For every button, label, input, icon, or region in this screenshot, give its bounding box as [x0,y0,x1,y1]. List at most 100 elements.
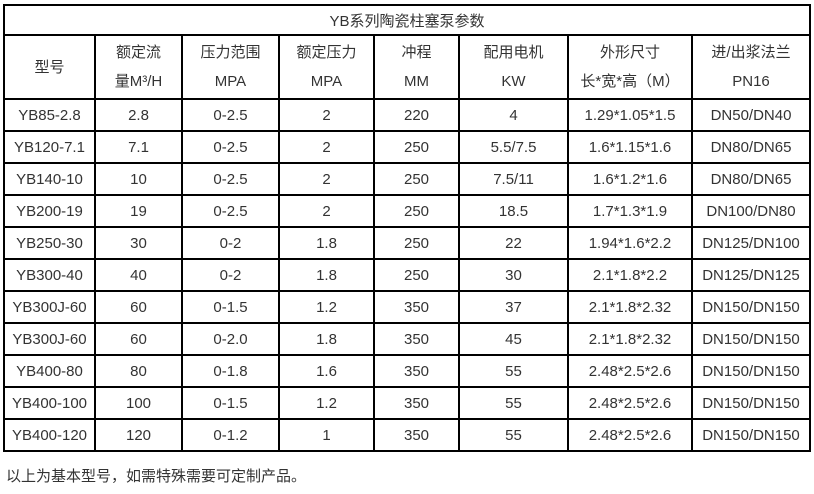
table-cell: 22 [458,226,569,260]
header-line: PN16 [732,73,770,90]
column-header-stroke: 冲程 MM [373,34,460,100]
table-head: YB系列陶瓷柱塞泵参数 型号 额定流 量M³/H 压力范围 MPA 额定压力 M… [2,4,812,100]
header-line: MM [404,73,429,90]
table-cell: 60 [94,322,183,356]
table-cell: 2.48*2.5*2.6 [567,418,693,452]
column-header-flange: 进/出浆法兰 PN16 [690,34,812,100]
table-cell: YB300J-60 [3,290,96,324]
table-cell: 1.29*1.05*1.5 [567,98,693,132]
table-cell: 7.1 [94,130,183,164]
table-cell: 0-1.5 [181,386,280,420]
table-cell: YB300-40 [3,258,96,292]
header-line: 冲程 [401,44,432,61]
table-cell: 2.1*1.8*2.2 [567,258,693,292]
table-cell: YB200-19 [3,194,96,228]
table-cell: 0-2.0 [181,322,280,356]
table-cell: 60 [94,290,183,324]
column-header-rated-pressure: 额定压力 MPA [278,34,375,100]
header-line: 外形尺寸 [599,44,660,61]
table-row: YB85-2.8 2.8 0-2.5 2 220 4 1.29*1.05*1.5 DN50/D… [3,98,812,132]
table-cell: YB120-7.1 [3,130,96,164]
table-cell: 0-2.5 [181,98,280,132]
table-cell: 0-2.5 [181,194,280,228]
table-cell: YB140-10 [3,162,96,196]
table-cell: 5.5/7.5 [458,130,569,164]
table-cell: DN50/DN40 [690,98,812,132]
table-cell: 18.5 [458,194,569,228]
footer-note: 以上为基本型号，如需特殊需要可定制产品。 [6,468,307,485]
table-row: YB120-7.1 7.1 0-2.5 2 250 5.5/7.5 1.6*1.15*1.6… [3,130,812,164]
header-line: KW [501,73,526,90]
table-cell: DN150/DN150 [690,354,812,388]
table-row: YB250-30 30 0-2 1.8 250 22 1.94*1.6*2.2 DN125/D… [3,226,812,260]
table-cell: DN80/DN65 [690,162,812,196]
table-cell: 55 [458,354,569,388]
table-cell: 0-2.5 [181,130,280,164]
table-cell: 0-2 [181,258,280,292]
header-line: 进/出浆法兰 [711,44,791,61]
table-cell: 250 [373,130,460,164]
table-cell: 2 [278,162,375,196]
table-cell: YB400-100 [3,386,96,420]
table-cell: 0-2 [181,226,280,260]
table-cell: 1.8 [278,258,375,292]
header-row: 型号 额定流 量M³/H 压力范围 MPA 额定压力 MPA 冲程 MM [3,34,812,100]
table-row: YB400-100 100 0-1.5 1.2 350 55 2.48*2.5*2.6 DN1… [3,386,812,420]
table-cell: 350 [373,290,460,324]
table-cell: 2.1*1.8*2.32 [567,322,693,356]
table-cell: 1.7*1.3*1.9 [567,194,693,228]
table-cell: 0-2.5 [181,162,280,196]
table-cell: 350 [373,418,460,452]
column-header-rated-flow: 额定流 量M³/H [94,34,183,100]
table-cell: 1.6*1.15*1.6 [567,130,693,164]
table-cell: 2.48*2.5*2.6 [567,386,693,420]
table-cell: YB400-80 [3,354,96,388]
table-cell: 2 [278,194,375,228]
table-cell: 2.8 [94,98,183,132]
table-cell: DN80/DN65 [690,130,812,164]
header-line: 长*宽*高（M） [580,73,680,90]
table-row: YB300J-60 60 0-2.0 1.8 350 45 2.1*1.8*2.32 DN15… [3,322,812,356]
table-cell: 120 [94,418,183,452]
header-line: MPA [310,73,343,90]
table-row: YB400-120 120 0-1.2 1 350 55 2.48*2.5*2.6 DN150… [3,418,812,452]
table-cell: 30 [94,226,183,260]
table-cell: 350 [373,354,460,388]
table-cell: 4 [458,98,569,132]
table-cell: 250 [373,194,460,228]
table-cell: 250 [373,258,460,292]
table-cell: 1.8 [278,226,375,260]
table-cell: 1.2 [278,386,375,420]
table-cell: 100 [94,386,183,420]
pump-spec-table: YB系列陶瓷柱塞泵参数 型号 额定流 量M³/H 压力范围 MPA 额定压力 M… [2,4,812,452]
table-row: YB400-80 80 0-1.8 1.6 350 55 2.48*2.5*2.6 DN150… [3,354,812,388]
header-line: 压力范围 [200,44,261,61]
table-row: YB300J-60 60 0-1.5 1.2 350 37 2.1*1.8*2.32 DN15… [3,290,812,324]
title-row: YB系列陶瓷柱塞泵参数 [2,4,812,36]
table-cell: DN125/DN125 [690,258,812,292]
table-cell: DN150/DN150 [690,418,812,452]
table-cell: 80 [94,354,183,388]
column-header-motor: 配用电机 KW [458,34,569,100]
header-line: MPA [214,73,247,90]
table-cell: YB85-2.8 [3,98,96,132]
table-cell: 55 [458,386,569,420]
table-cell: YB400-120 [3,418,96,452]
header-line: 型号 [34,58,65,76]
column-header-model: 型号 [3,34,96,100]
table-cell: 2.48*2.5*2.6 [567,354,693,388]
table-cell: 350 [373,386,460,420]
table-cell: 55 [458,418,569,452]
table-cell: 1.8 [278,322,375,356]
table-cell: 1.2 [278,290,375,324]
table-cell: DN125/DN100 [690,226,812,260]
table-row: YB200-19 19 0-2.5 2 250 18.5 1.7*1.3*1.9 DN100/… [3,194,812,228]
table-cell: DN150/DN150 [690,322,812,356]
table-cell: DN150/DN150 [690,290,812,324]
header-line: 配用电机 [483,44,544,61]
header-line: 额定流 [115,44,161,61]
header-line: 量M³/H [114,73,163,90]
table-cell: 37 [458,290,569,324]
table-cell: 1.6*1.2*1.6 [567,162,693,196]
